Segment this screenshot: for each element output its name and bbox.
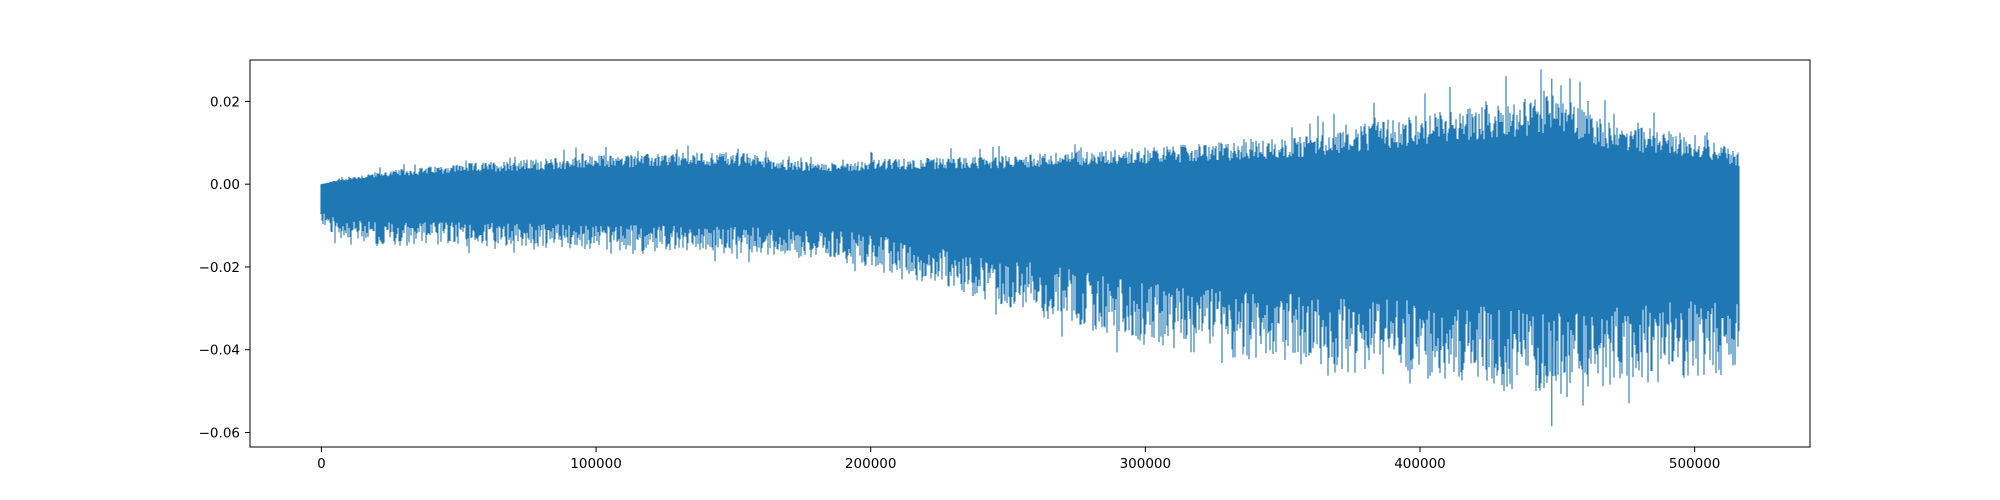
x-axis: 0 100000 200000 300000 400000 500000 (317, 447, 1720, 472)
y-tick-label: −0.04 (199, 343, 240, 359)
axes-frame (249, 59, 1811, 448)
series-0 (320, 69, 1740, 427)
x-tick-label: 0 (317, 456, 326, 472)
x-tick-label: 100000 (570, 456, 622, 472)
y-tick-label: −0.06 (199, 426, 240, 442)
x-tick-label: 200000 (845, 456, 897, 472)
series-layer (320, 69, 1740, 427)
x-tick-label: 500000 (1669, 456, 1721, 472)
x-tick-label: 400000 (1394, 456, 1446, 472)
y-axis: 0.02 0.00 −0.02 −0.04 −0.06 (199, 94, 250, 442)
x-tick-label: 300000 (1120, 456, 1172, 472)
waveform-line (320, 69, 1740, 427)
y-tick-label: −0.02 (199, 260, 240, 276)
y-tick-label: 0.02 (210, 94, 240, 110)
y-tick-label: 0.00 (210, 177, 240, 193)
